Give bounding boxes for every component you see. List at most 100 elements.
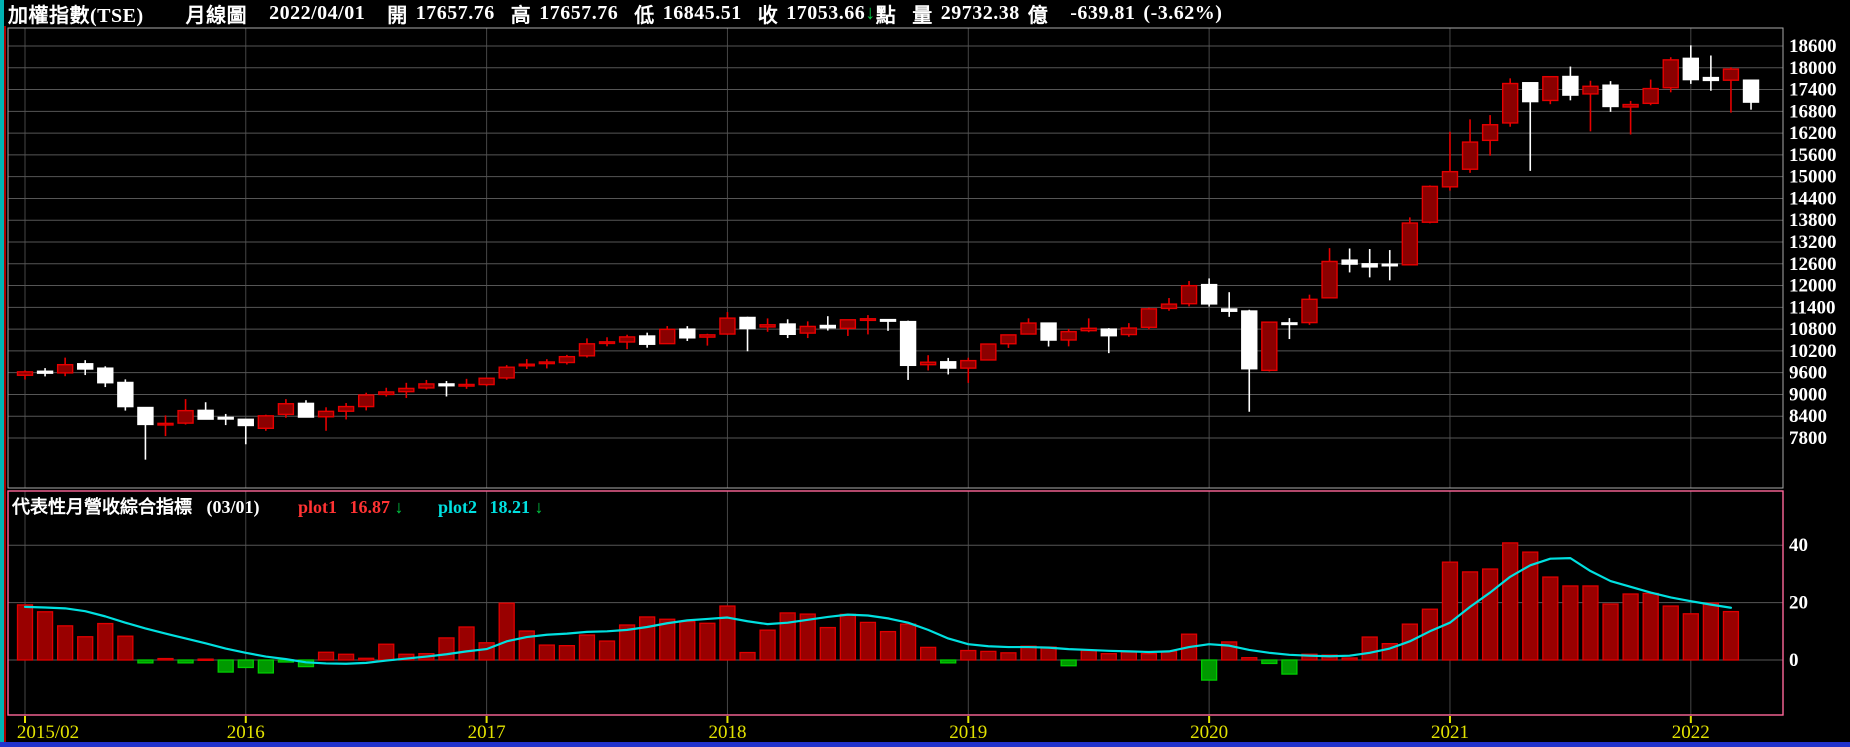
candle-body: [1682, 57, 1700, 81]
candle: [899, 320, 917, 380]
candle-body: [1000, 334, 1017, 345]
bottom-blue-bar: [0, 742, 1850, 747]
candle-body: [197, 409, 214, 420]
revenue-bar: [1461, 571, 1479, 661]
revenue-bar: [358, 657, 375, 661]
candle: [679, 326, 696, 341]
candle: [157, 415, 174, 437]
revenue-bar: [699, 622, 716, 661]
candle-body: [1080, 327, 1097, 332]
candle: [1341, 248, 1358, 273]
candle: [1060, 328, 1077, 347]
candle: [1542, 75, 1559, 105]
candle: [799, 321, 816, 339]
candle: [1301, 294, 1318, 325]
revenue-bar: [1702, 602, 1720, 661]
revenue-bar: [117, 635, 134, 661]
volume-unit: 億: [1027, 4, 1049, 27]
candle: [77, 360, 94, 376]
candle-body: [1662, 59, 1679, 89]
candle: [458, 378, 475, 389]
price-axis-label: 7800: [1789, 428, 1827, 449]
candle-body: [1421, 185, 1439, 223]
candle-body: [137, 406, 154, 426]
candle: [538, 359, 556, 369]
candle: [1160, 298, 1178, 311]
candle: [719, 312, 736, 335]
revenue-bar: [56, 625, 74, 661]
revenue-bar: [1060, 659, 1077, 667]
candle-body: [538, 361, 556, 365]
candle-body: [839, 319, 857, 330]
low-value: 16845.51: [662, 1, 742, 24]
candle-body: [1361, 263, 1378, 268]
revenue-bar: [859, 621, 877, 661]
candle-body: [879, 318, 897, 322]
candle: [1582, 80, 1599, 132]
price-panel-border: [7, 27, 1784, 489]
indicator-title: 代表性月營收綜合指標: [12, 497, 192, 517]
candle-body: [1722, 68, 1740, 81]
candle-body: [418, 383, 435, 389]
candle-body: [1381, 263, 1398, 267]
high-value: 17657.76: [539, 1, 619, 24]
price-axis-label: 16200: [1789, 123, 1837, 144]
revenue-bar: [1261, 659, 1278, 665]
revenue-bar: [639, 616, 656, 661]
candle-body: [1180, 284, 1198, 305]
x-axis-label: 2016: [227, 722, 265, 743]
revenue-bar: [578, 634, 596, 661]
candle: [297, 400, 315, 418]
left-teal-stripe: [0, 0, 4, 747]
price-axis-label: 13800: [1789, 210, 1837, 231]
revenue-bar: [16, 604, 34, 661]
candle: [1100, 328, 1117, 354]
candle: [1200, 278, 1218, 307]
candle-body: [859, 318, 877, 322]
revenue-bar: [1662, 605, 1679, 661]
candle-body: [1220, 308, 1238, 312]
candle-body: [1301, 298, 1318, 324]
x-axis-label: 2020: [1190, 722, 1228, 743]
price-axis-label: 17400: [1789, 80, 1837, 101]
candle-body: [1401, 222, 1419, 266]
candle: [177, 399, 194, 425]
price-axis-label: 18000: [1789, 58, 1837, 79]
candle: [1461, 119, 1479, 173]
candle-body: [1160, 303, 1178, 310]
candle: [1662, 57, 1679, 93]
revenue-bar: [598, 640, 616, 661]
indicator-panel: 40 20 0: [7, 490, 1808, 716]
candle-body: [1261, 321, 1278, 372]
price-axis-label: 13200: [1789, 232, 1837, 253]
price-panel: 1860018000174001680016200156001500014400…: [7, 27, 1837, 489]
candle: [1682, 45, 1700, 84]
candle-body: [378, 391, 395, 396]
candle-body: [1602, 84, 1619, 108]
revenue-bar: [337, 653, 355, 661]
indicator-panel-border: [7, 490, 1784, 716]
candle-body: [1441, 170, 1459, 188]
candle-body: [980, 343, 997, 361]
candle: [237, 418, 254, 445]
candle: [1481, 115, 1499, 156]
candle-body: [1582, 85, 1599, 95]
candle-body: [638, 335, 656, 345]
candle-body: [819, 324, 836, 329]
candle-body: [478, 377, 495, 386]
candle: [277, 399, 295, 418]
revenue-bar: [237, 659, 254, 669]
candle-body: [578, 343, 596, 357]
revenue-bar: [217, 659, 234, 673]
candle-body: [960, 359, 977, 369]
candle: [839, 319, 857, 336]
revenue-bar: [879, 630, 897, 661]
candle-body: [1200, 283, 1218, 305]
change-percent: (-3.62%): [1143, 1, 1223, 24]
candle-body: [598, 341, 616, 345]
candle: [1501, 78, 1519, 127]
revenue-bar: [1341, 657, 1358, 661]
candle: [659, 326, 676, 345]
x-axis-label: 2017: [468, 722, 506, 743]
